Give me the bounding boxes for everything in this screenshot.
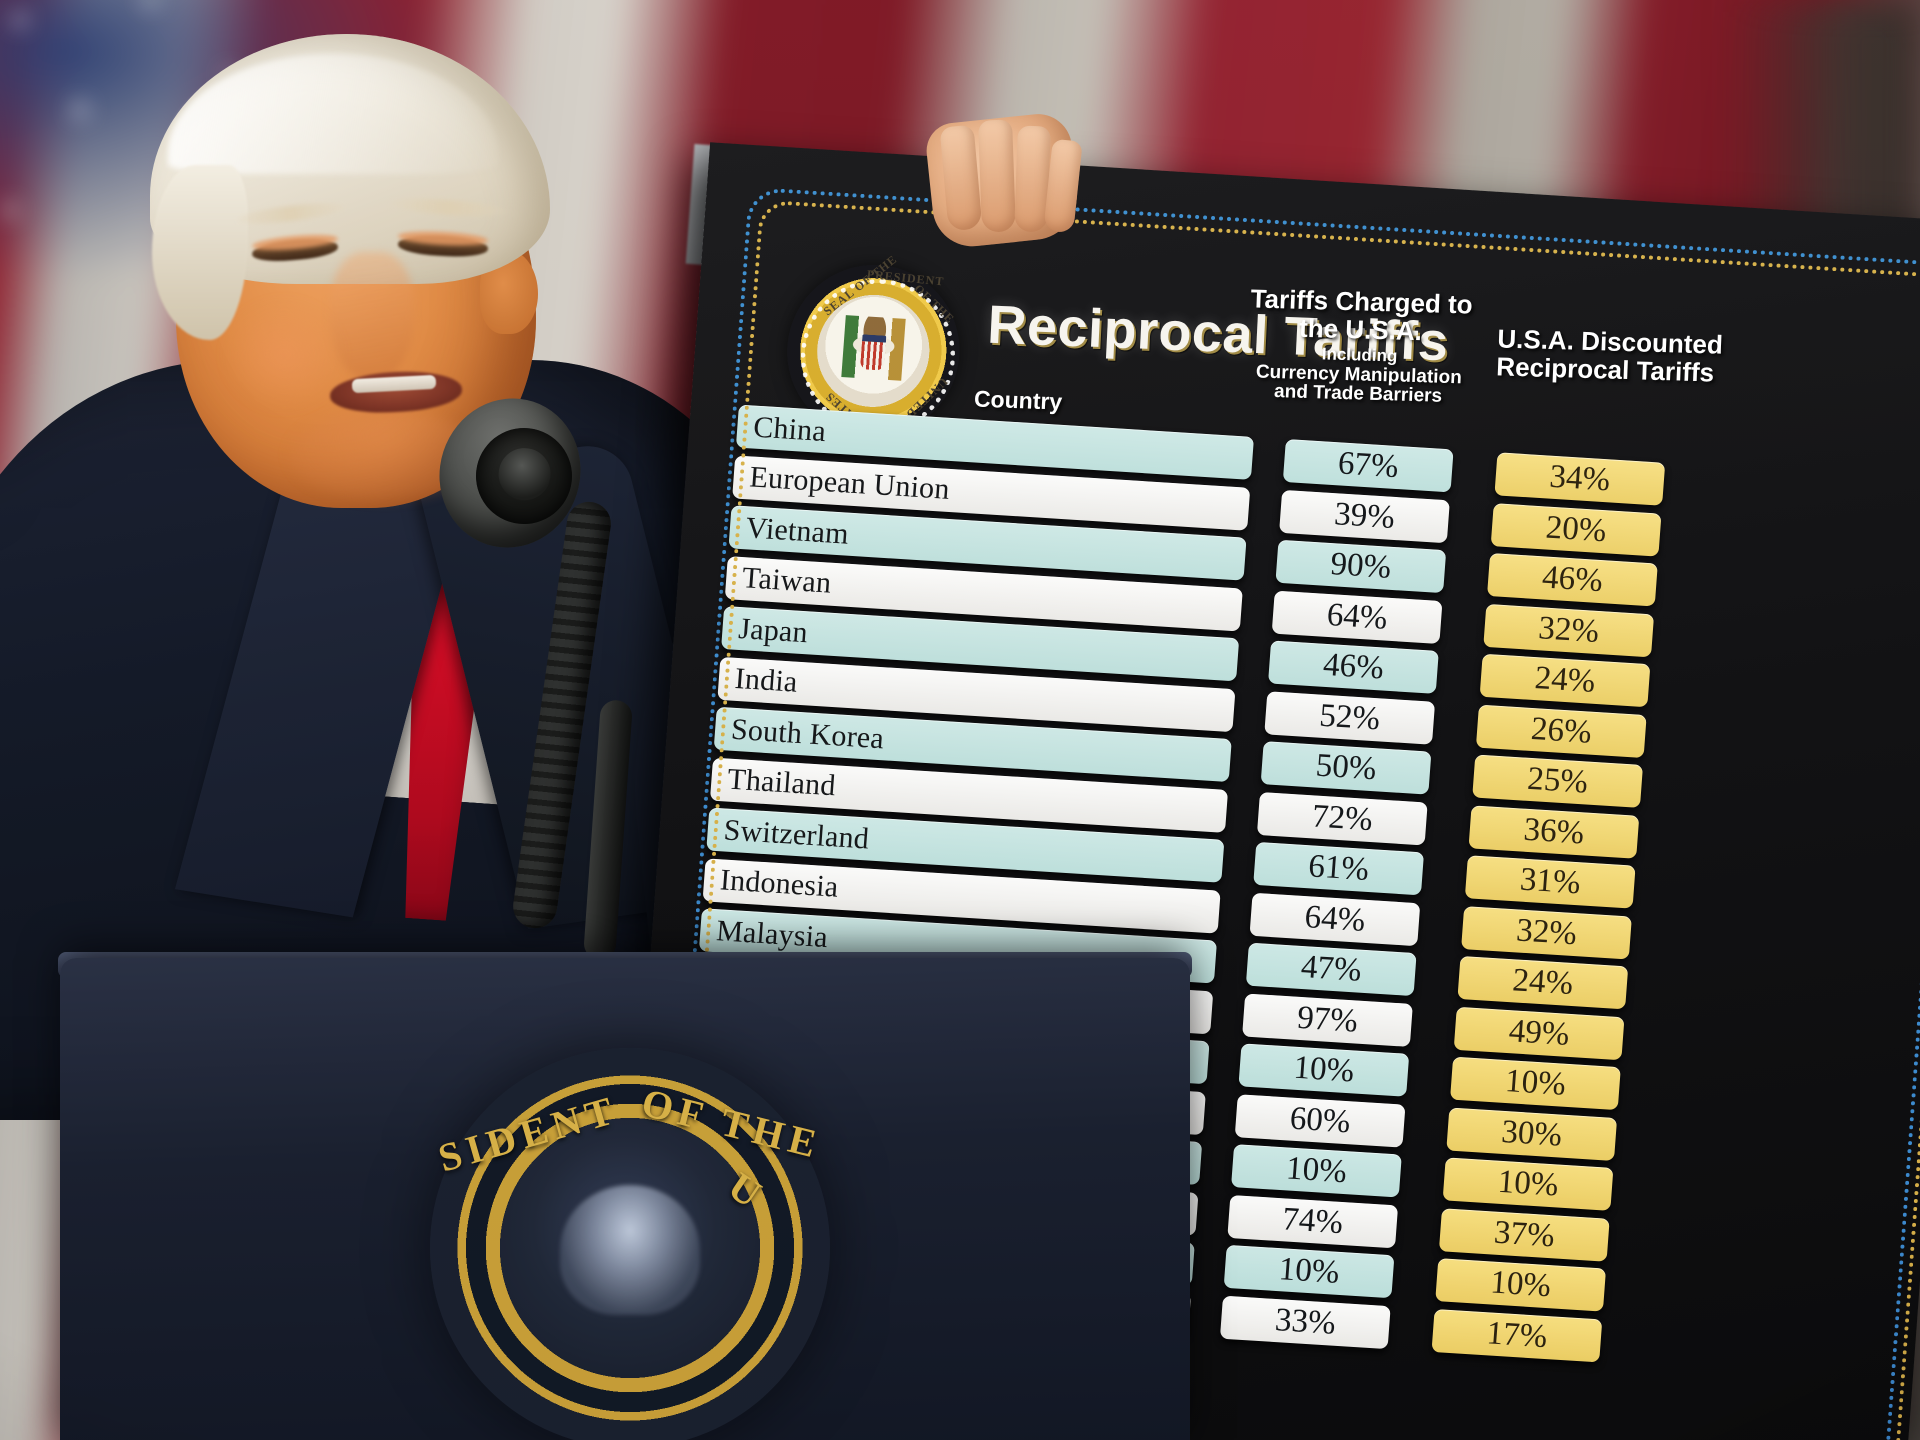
cell-discounted-tariff: 37% [1438,1207,1610,1262]
cell-discounted-tariff: 49% [1453,1006,1625,1060]
podium-eagle-icon [560,1185,700,1315]
hair-sideburn [152,165,248,340]
cell-tariff-charged: 47% [1245,942,1417,997]
cell-discounted-tariff: 17% [1431,1308,1603,1362]
nose [330,252,414,382]
cell-discounted-tariff: 10% [1450,1056,1621,1111]
column-header-discounted-line2: Reciprocal Tariffs [1495,351,1715,388]
cell-tariff-charged: 64% [1271,590,1443,644]
finger-middle [978,119,1016,233]
seal-word-b: PRESIDENT [866,267,945,289]
column-header-tariffs-charged: Tariffs Charged to the U.S.A. Including … [1243,283,1478,408]
cell-tariff-charged: 10% [1223,1244,1395,1299]
cell-tariff-charged: 97% [1242,992,1413,1047]
cell-tariff-charged: 72% [1256,791,1428,845]
cell-discounted-tariff: 32% [1461,905,1632,960]
cell-discounted-tariff: 32% [1483,603,1655,657]
cell-discounted-tariff: 24% [1479,653,1651,708]
column-header-discounted-tariffs: U.S.A. Discounted Reciprocal Tariffs [1495,323,1748,388]
podium-seal-legend: SIDENT OF THE U [430,1048,830,1440]
cell-discounted-tariff: 30% [1446,1107,1618,1161]
cell-discounted-tariff: 36% [1468,804,1640,859]
cell-tariff-charged: 46% [1268,640,1439,694]
cell-discounted-tariff: 46% [1486,553,1658,607]
cell-tariff-charged: 61% [1253,841,1425,896]
cell-discounted-tariff: 25% [1472,754,1644,808]
cell-discounted-tariff: 10% [1435,1258,1607,1312]
podium-seal-word-1: SIDENT [433,1086,624,1181]
cell-discounted-tariff: 24% [1457,955,1629,1010]
podium-seal-word-2: OF THE [637,1079,827,1168]
cell-tariff-charged: 33% [1219,1295,1391,1349]
cell-tariff-charged: 52% [1264,690,1436,745]
cell-discounted-tariff: 31% [1464,855,1636,909]
cell-discounted-tariff: 34% [1494,452,1666,506]
seal-word-a: SEAL OF THE [820,251,900,319]
cheek-highlight [224,300,344,410]
cell-tariff-charged: 10% [1231,1144,1402,1198]
cell-tariff-charged: 67% [1282,438,1454,493]
podium-seal-word-3: U [720,1163,775,1220]
cell-tariff-charged: 90% [1275,539,1447,594]
cell-discounted-tariff: 26% [1475,704,1647,758]
cell-discounted-tariff: 20% [1490,502,1662,557]
cell-discounted-tariff: 10% [1442,1157,1614,1211]
column-header-charged-sub3: and Trade Barriers [1273,381,1443,408]
cell-tariff-charged: 10% [1238,1043,1410,1097]
column-header-country: Country [973,385,1063,415]
cell-tariff-charged: 39% [1279,489,1450,543]
cell-tariff-charged: 50% [1260,741,1432,795]
cell-tariff-charged: 74% [1227,1194,1399,1248]
cell-tariff-charged: 60% [1234,1093,1406,1148]
cell-tariff-charged: 64% [1249,892,1421,946]
